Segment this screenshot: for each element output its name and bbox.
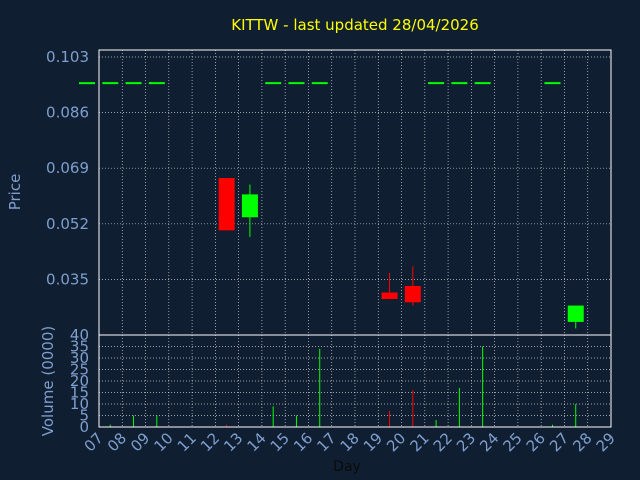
candle-body — [381, 292, 398, 300]
volume-grid — [98, 334, 612, 428]
x-tick-label: 29 — [593, 429, 619, 455]
volume-tick-label: 0 — [79, 418, 89, 436]
price-tick-label: 0.103 — [46, 48, 89, 66]
x-axis-label: Day — [333, 459, 361, 475]
price-axis-ticks: 0.103 0.086 0.069 0.052 0.035 — [46, 48, 89, 288]
volume-tick-label: 35 — [70, 338, 89, 356]
volume-tick-label: 30 — [70, 349, 89, 367]
y-axis-label: Price — [6, 174, 24, 211]
candle-body — [404, 285, 421, 303]
chart-title: KITTW - last updated 28/04/2026 — [231, 16, 479, 34]
candle-body — [241, 194, 258, 218]
candles — [79, 82, 584, 329]
volume-axis-label: Volume (0000) — [39, 326, 57, 436]
candle-body — [567, 305, 584, 322]
volume-tick-label: 5 — [79, 407, 89, 425]
price-tick-label: 0.035 — [46, 270, 89, 288]
price-tick-label: 0.069 — [46, 159, 89, 177]
price-tick-label: 0.052 — [46, 215, 89, 233]
volume-tick-label: 25 — [70, 361, 89, 379]
volume-tick-label: 15 — [70, 384, 89, 402]
x-axis-ticks: 0708091011121314151617181920212223242526… — [81, 429, 619, 455]
volume-bars — [109, 346, 577, 427]
price-grid — [98, 50, 612, 335]
volume-tick-label: 10 — [70, 395, 89, 413]
volume-panel-frame — [98, 334, 612, 428]
candle-body — [218, 178, 235, 231]
price-tick-label: 0.086 — [46, 104, 89, 122]
volume-tick-label: 20 — [70, 372, 89, 390]
volume-tick-label: 40 — [70, 326, 89, 344]
